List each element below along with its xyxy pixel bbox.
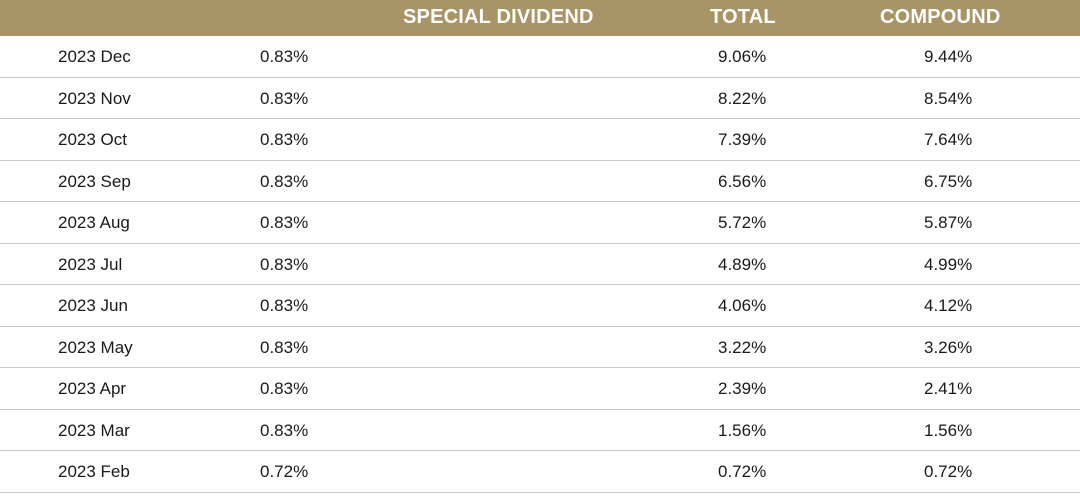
cell-dividend: 0.83%: [260, 254, 309, 274]
header-total: TOTAL: [710, 6, 776, 28]
cell-month: 2023 Oct: [58, 130, 127, 149]
cell-total: 6.56%: [718, 171, 767, 191]
cell-month: 2023 Aug: [58, 213, 130, 232]
cell-compound: 2.41%: [924, 379, 973, 398]
cell-total: 0.72%: [718, 462, 767, 481]
cell-month: 2023 Apr: [58, 379, 127, 398]
cell-total: 1.56%: [718, 420, 767, 440]
table-row: 2023 Oct 0.83% 7.39% 7.64%: [0, 119, 1080, 161]
table-row: 2023 Nov 0.83% 8.22% 8.54%: [0, 78, 1080, 119]
cell-compound: 1.56%: [924, 420, 973, 440]
cell-compound: 5.87%: [924, 213, 973, 232]
cell-month: 2023 Jun: [58, 296, 128, 315]
cell-month: 2023 Nov: [58, 88, 131, 108]
header-compound: COMPOUND: [880, 6, 1001, 28]
cell-dividend: 0.83%: [260, 171, 309, 191]
cell-compound: 6.75%: [924, 171, 973, 191]
cell-dividend: 0.83%: [260, 337, 309, 357]
table-row: 2023 Mar 0.83% 1.56% 1.56%: [0, 410, 1080, 451]
cell-total: 4.06%: [718, 296, 767, 315]
table-row: 2023 May 0.83% 3.22% 3.26%: [0, 327, 1080, 368]
cell-dividend: 0.83%: [260, 213, 309, 232]
cell-month: 2023 Jul: [58, 254, 123, 274]
cell-compound: 3.26%: [924, 337, 973, 357]
table-row: 2023 Apr 0.83% 2.39% 2.41%: [0, 368, 1080, 410]
cell-compound: 0.72%: [924, 462, 973, 481]
table-row: 2023 Feb 0.72% 0.72% 0.72%: [0, 451, 1080, 493]
cell-month: 2023 Mar: [58, 420, 130, 440]
cell-dividend: 0.83%: [260, 296, 309, 315]
cell-dividend: 0.83%: [260, 130, 309, 149]
cell-month: 2023 May: [58, 337, 133, 357]
cell-dividend: 0.83%: [260, 420, 309, 440]
cell-compound: 8.54%: [924, 88, 973, 108]
cell-total: 7.39%: [718, 130, 767, 149]
table-row: 2023 Jul 0.83% 4.89% 4.99%: [0, 244, 1080, 285]
cell-dividend: 0.72%: [260, 462, 309, 481]
table-row: 2023 Jun 0.83% 4.06% 4.12%: [0, 285, 1080, 327]
cell-total: 4.89%: [718, 254, 767, 274]
cell-compound: 9.44%: [924, 47, 973, 66]
cell-dividend: 0.83%: [260, 88, 309, 108]
cell-dividend: 0.83%: [260, 379, 309, 398]
cell-total: 3.22%: [718, 337, 767, 357]
cell-total: 8.22%: [718, 88, 767, 108]
cell-dividend: 0.83%: [260, 47, 309, 66]
table-header: SPECIAL DIVIDEND TOTAL COMPOUND: [0, 0, 1080, 36]
table-row: 2023 Aug 0.83% 5.72% 5.87%: [0, 202, 1080, 244]
cell-month: 2023 Dec: [58, 47, 131, 66]
cell-month: 2023 Feb: [58, 462, 130, 481]
cell-compound: 4.12%: [924, 296, 973, 315]
table-row: 2023 Sep 0.83% 6.56% 6.75%: [0, 161, 1080, 202]
cell-compound: 4.99%: [924, 254, 973, 274]
cell-month: 2023 Sep: [58, 171, 131, 191]
cell-total: 5.72%: [718, 213, 767, 232]
cell-total: 9.06%: [718, 47, 767, 66]
table-row: 2023 Dec 0.83% 9.06% 9.44%: [0, 36, 1080, 78]
cell-compound: 7.64%: [924, 130, 973, 149]
cell-total: 2.39%: [718, 379, 767, 398]
header-special-dividend: SPECIAL DIVIDEND: [403, 6, 594, 28]
